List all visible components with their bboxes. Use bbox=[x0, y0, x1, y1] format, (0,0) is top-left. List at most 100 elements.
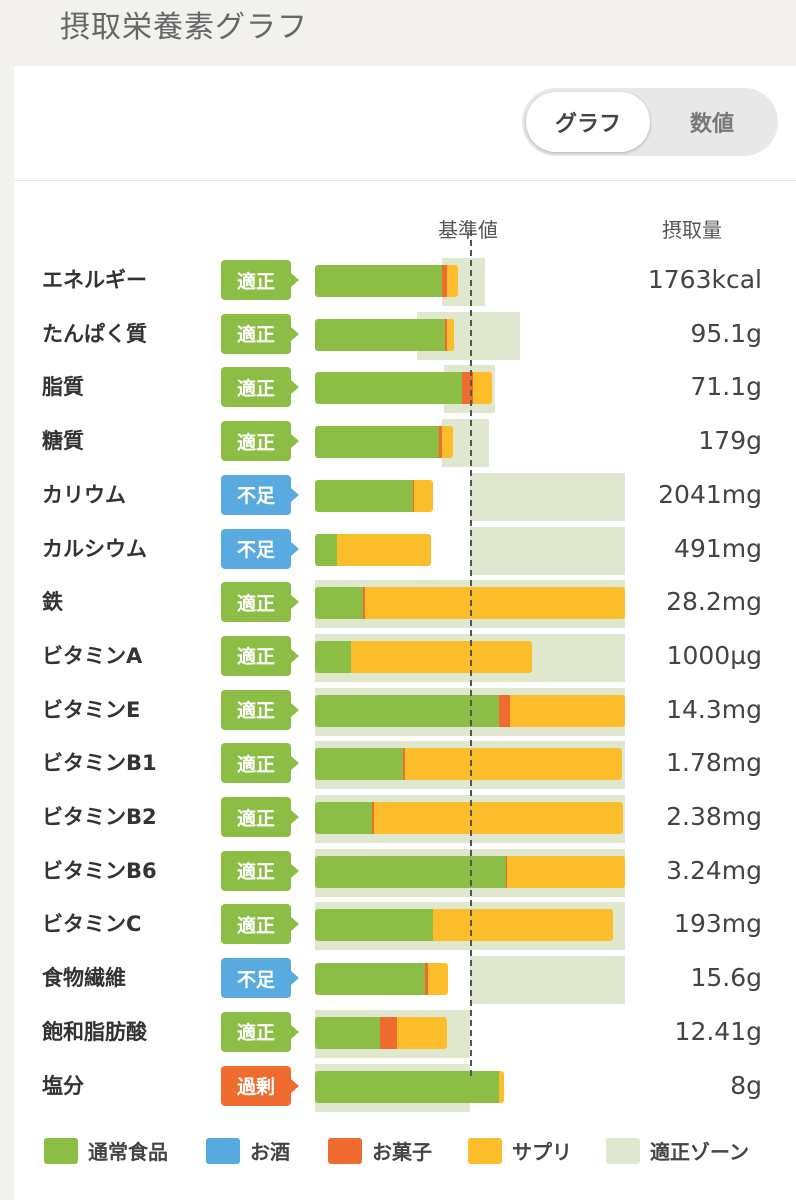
reference-column-header: 基準値 bbox=[438, 218, 498, 242]
intake-value: 95.1g bbox=[690, 318, 762, 348]
status-badge: 適正 bbox=[221, 850, 299, 891]
intake-bar bbox=[315, 1016, 447, 1049]
nutrient-name: ビタミンA bbox=[42, 643, 143, 668]
view-toggle[interactable]: グラフ 数値 bbox=[522, 88, 778, 156]
bar-segment bbox=[315, 533, 337, 566]
nutrient-row: 糖質 適正 179g bbox=[14, 419, 796, 468]
intake-bar bbox=[315, 318, 455, 351]
legend-swatch-snacks bbox=[328, 1137, 362, 1164]
bar-segment bbox=[414, 479, 433, 512]
nutrient-name: カリウム bbox=[42, 482, 126, 507]
legend-proper-zone: 適正ゾーン bbox=[606, 1136, 749, 1165]
page-title: 摂取栄養素グラフ bbox=[60, 10, 308, 45]
bar-segment bbox=[350, 640, 532, 673]
nutrient-name: 食物繊維 bbox=[42, 966, 126, 991]
intake-bar bbox=[315, 909, 613, 942]
intake-value: 179g bbox=[698, 426, 762, 456]
bar-segment bbox=[499, 694, 511, 727]
status-badge: 不足 bbox=[221, 528, 299, 569]
status-badge: 不足 bbox=[221, 958, 299, 999]
bar-segment bbox=[315, 909, 433, 942]
bar-segment bbox=[412, 479, 415, 512]
nutrient-name: ビタミンC bbox=[42, 912, 142, 937]
legend-normal-food: 通常食品 bbox=[44, 1136, 168, 1165]
bar-segment bbox=[315, 855, 506, 888]
status-badge: 適正 bbox=[221, 367, 299, 408]
legend-swatch-alcohol bbox=[206, 1137, 240, 1164]
nutrient-row: 飽和脂肪酸 適正 12.41g bbox=[14, 1009, 796, 1058]
intake-value: 1000µg bbox=[666, 640, 762, 670]
status-badge: 適正 bbox=[221, 689, 299, 730]
nutrient-row: ビタミンC 適正 193mg bbox=[14, 902, 796, 951]
intake-value: 2.38mg bbox=[666, 802, 762, 831]
nutrient-row: 脂質 適正 71.1g bbox=[14, 365, 796, 414]
graph-tab[interactable]: グラフ bbox=[526, 92, 650, 152]
numbers-tab[interactable]: 数値 bbox=[689, 112, 734, 137]
status-badge: 適正 bbox=[221, 260, 299, 300]
intake-bar bbox=[315, 640, 532, 673]
nutrient-row: カリウム 不足 2041mg bbox=[14, 472, 796, 521]
bar-segment bbox=[425, 963, 429, 996]
status-badge: 適正 bbox=[221, 904, 299, 945]
legend-alcohol: お酒 bbox=[206, 1136, 290, 1165]
nutrient-row: カルシウム 不足 491mg bbox=[14, 526, 796, 575]
bar-segment bbox=[315, 587, 364, 620]
nutrient-row: ビタミンE 適正 14.3mg bbox=[14, 687, 796, 736]
bar-segment bbox=[442, 426, 453, 459]
intake-bar bbox=[315, 479, 433, 512]
nutrient-row: ビタミンA 適正 1000µg bbox=[14, 633, 796, 682]
legend-snacks: お菓子 bbox=[328, 1136, 432, 1165]
bar-segment bbox=[445, 318, 447, 351]
intake-bar bbox=[315, 694, 625, 727]
status-badge: 適正 bbox=[221, 313, 299, 354]
status-badge: 適正 bbox=[221, 1011, 299, 1052]
legend-label-proper-zone: 適正ゾーン bbox=[650, 1140, 749, 1164]
divider bbox=[14, 180, 796, 181]
bar-segment bbox=[462, 372, 474, 405]
bar-segment bbox=[336, 533, 432, 566]
bar-segment bbox=[397, 1016, 447, 1049]
nutrient-name: 飽和脂肪酸 bbox=[42, 1019, 147, 1044]
intake-value: 491mg bbox=[674, 533, 762, 563]
legend-label-alcohol: お酒 bbox=[250, 1140, 290, 1164]
nutrient-name: ビタミンB2 bbox=[42, 805, 157, 829]
nutrient-name: 脂質 bbox=[42, 375, 84, 400]
nutrient-row: 鉄 適正 28.2mg bbox=[14, 580, 796, 629]
bar-segment bbox=[505, 855, 508, 888]
bar-segment bbox=[315, 748, 404, 781]
intake-value: 2041mg bbox=[658, 479, 762, 509]
intake-value: 12.41g bbox=[674, 1016, 762, 1046]
intake-bar bbox=[315, 963, 449, 996]
bar-segment bbox=[315, 265, 443, 297]
bar-segment bbox=[403, 748, 405, 781]
bar-segment bbox=[315, 1070, 500, 1103]
bar-segment bbox=[499, 1070, 505, 1103]
intake-bar bbox=[315, 372, 492, 405]
bar-segment bbox=[315, 802, 373, 834]
bar-segment bbox=[315, 963, 426, 996]
nutrient-name: エネルギー bbox=[42, 268, 147, 292]
intake-bar bbox=[315, 426, 453, 459]
bar-segment bbox=[432, 909, 613, 942]
intake-value: 1.78mg bbox=[666, 748, 762, 778]
bar-segment bbox=[364, 587, 625, 620]
bar-segment bbox=[428, 963, 449, 996]
intake-bar bbox=[315, 265, 458, 297]
nutrient-row: 塩分 過剰 8g bbox=[14, 1063, 796, 1112]
status-badge: 適正 bbox=[221, 635, 299, 676]
bar-segment bbox=[446, 318, 455, 351]
nutrient-name: 鉄 bbox=[42, 590, 63, 615]
bar-segment bbox=[315, 694, 500, 727]
intake-bar bbox=[315, 587, 625, 620]
status-badge: 適正 bbox=[221, 797, 299, 837]
nutrient-row: 食物繊維 不足 15.6g bbox=[14, 956, 796, 1005]
intake-value: 14.3mg bbox=[666, 694, 762, 724]
bar-segment bbox=[446, 265, 458, 297]
bar-segment bbox=[473, 372, 492, 405]
proper-zone bbox=[470, 956, 625, 1005]
bar-segment bbox=[404, 748, 622, 781]
nutrient-name: ビタミンB1 bbox=[42, 751, 157, 776]
proper-zone bbox=[470, 526, 625, 575]
status-badge: 適正 bbox=[221, 743, 299, 784]
legend-swatch-normal-food bbox=[44, 1137, 78, 1164]
